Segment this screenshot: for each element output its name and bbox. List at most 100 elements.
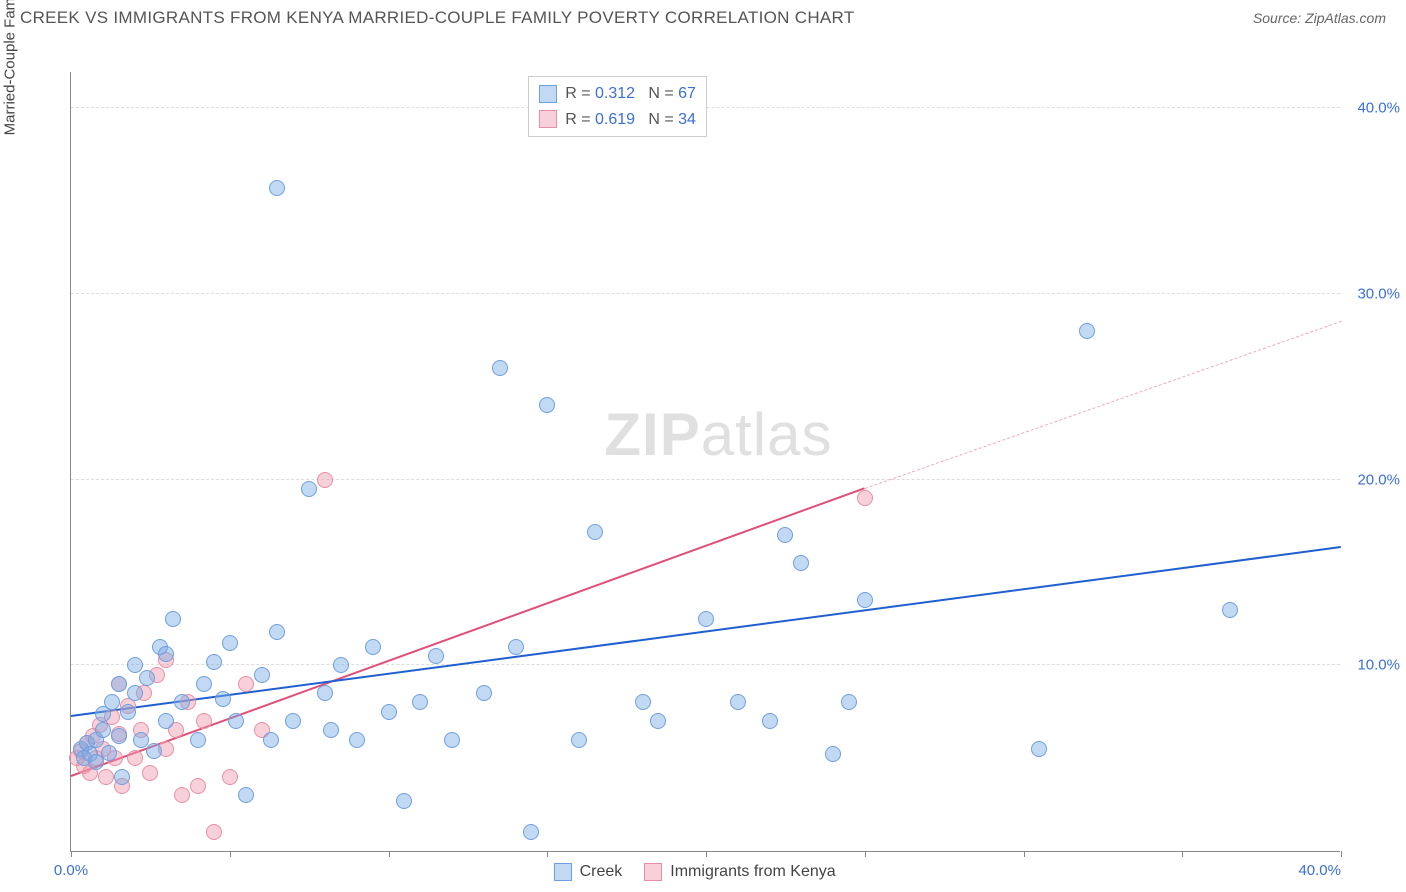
data-point-creek: [508, 639, 524, 655]
data-point-creek: [1031, 741, 1047, 757]
data-point-creek: [587, 524, 603, 540]
data-point-creek: [1222, 602, 1238, 618]
data-point-creek: [190, 732, 206, 748]
data-point-creek: [825, 746, 841, 762]
trendline-kenya: [71, 487, 865, 777]
legend-correlation: R = 0.312 N = 67R = 0.619 N = 34: [528, 76, 707, 137]
swatch-icon: [644, 863, 662, 881]
plot-region: ZIPatlas 10.0%20.0%30.0%40.0%0.0%40.0%R …: [70, 72, 1340, 852]
x-tick: [1024, 851, 1025, 857]
data-point-creek: [793, 555, 809, 571]
x-tick: [706, 851, 707, 857]
data-point-creek: [285, 713, 301, 729]
legend-stat-text: R = 0.312 N = 67: [565, 81, 696, 107]
data-point-creek: [301, 481, 317, 497]
data-point-creek: [254, 667, 270, 683]
legend-row-kenya: R = 0.619 N = 34: [539, 107, 696, 133]
y-axis-label: Married-Couple Family Poverty: [2, 0, 19, 135]
legend-label: Immigrants from Kenya: [670, 863, 835, 881]
data-point-creek: [365, 639, 381, 655]
source-name: ZipAtlas.com: [1305, 10, 1386, 26]
data-point-kenya: [238, 676, 254, 692]
data-point-kenya: [174, 787, 190, 803]
gridline-horizontal: [71, 293, 1340, 294]
data-point-creek: [111, 676, 127, 692]
data-point-kenya: [127, 750, 143, 766]
data-point-creek: [412, 694, 428, 710]
x-tick: [71, 851, 72, 857]
x-tick: [230, 851, 231, 857]
data-point-creek: [428, 648, 444, 664]
gridline-horizontal: [71, 479, 1340, 480]
data-point-creek: [146, 743, 162, 759]
legend-stat-text: R = 0.619 N = 34: [565, 107, 696, 133]
data-point-creek: [196, 676, 212, 692]
data-point-kenya: [206, 824, 222, 840]
data-point-creek: [841, 694, 857, 710]
watermark: ZIPatlas: [604, 400, 832, 469]
data-point-creek: [1079, 323, 1095, 339]
data-point-creek: [228, 713, 244, 729]
legend-item-kenya: Immigrants from Kenya: [644, 863, 835, 881]
data-point-creek: [539, 397, 555, 413]
data-point-creek: [120, 704, 136, 720]
data-point-creek: [139, 670, 155, 686]
source-attribution: Source: ZipAtlas.com: [1253, 10, 1386, 26]
data-point-creek: [698, 611, 714, 627]
data-point-creek: [222, 635, 238, 651]
data-point-creek: [215, 691, 231, 707]
data-point-kenya: [190, 778, 206, 794]
data-point-creek: [101, 745, 117, 761]
x-tick: [865, 851, 866, 857]
watermark-zip: ZIP: [604, 401, 700, 468]
data-point-kenya: [222, 769, 238, 785]
x-tick: [547, 851, 548, 857]
data-point-creek: [571, 732, 587, 748]
legend-row-creek: R = 0.312 N = 67: [539, 81, 696, 107]
data-point-kenya: [857, 490, 873, 506]
data-point-creek: [95, 722, 111, 738]
data-point-creek: [381, 704, 397, 720]
data-point-creek: [238, 787, 254, 803]
data-point-creek: [317, 685, 333, 701]
data-point-creek: [396, 793, 412, 809]
gridline-horizontal: [71, 664, 1340, 665]
data-point-creek: [158, 646, 174, 662]
data-point-creek: [263, 732, 279, 748]
trendline-kenya-dashed: [865, 321, 1342, 489]
data-point-creek: [857, 592, 873, 608]
data-point-creek: [523, 824, 539, 840]
data-point-creek: [730, 694, 746, 710]
watermark-atlas: atlas: [701, 401, 833, 468]
data-point-creek: [269, 624, 285, 640]
data-point-creek: [349, 732, 365, 748]
data-point-creek: [269, 180, 285, 196]
data-point-kenya: [98, 769, 114, 785]
data-point-creek: [444, 732, 460, 748]
data-point-creek: [104, 694, 120, 710]
x-tick-label-right: 40.0%: [1298, 862, 1341, 879]
data-point-creek: [777, 527, 793, 543]
data-point-kenya: [196, 713, 212, 729]
data-point-creek: [206, 654, 222, 670]
legend-label: Creek: [580, 863, 623, 881]
y-tick-label: 30.0%: [1357, 285, 1400, 302]
chart-title: CREEK VS IMMIGRANTS FROM KENYA MARRIED-C…: [20, 8, 855, 28]
data-point-kenya: [142, 765, 158, 781]
data-point-creek: [158, 713, 174, 729]
data-point-creek: [476, 685, 492, 701]
x-tick: [1182, 851, 1183, 857]
data-point-creek: [174, 694, 190, 710]
y-tick-label: 20.0%: [1357, 471, 1400, 488]
trendline-creek: [71, 546, 1341, 717]
y-tick-label: 40.0%: [1357, 100, 1400, 117]
data-point-creek: [492, 360, 508, 376]
legend-item-creek: Creek: [554, 863, 623, 881]
data-point-creek: [114, 769, 130, 785]
x-tick-label-left: 0.0%: [54, 862, 88, 879]
data-point-creek: [165, 611, 181, 627]
x-tick: [389, 851, 390, 857]
swatch-icon: [539, 110, 557, 128]
header: CREEK VS IMMIGRANTS FROM KENYA MARRIED-C…: [0, 0, 1406, 32]
data-point-creek: [635, 694, 651, 710]
